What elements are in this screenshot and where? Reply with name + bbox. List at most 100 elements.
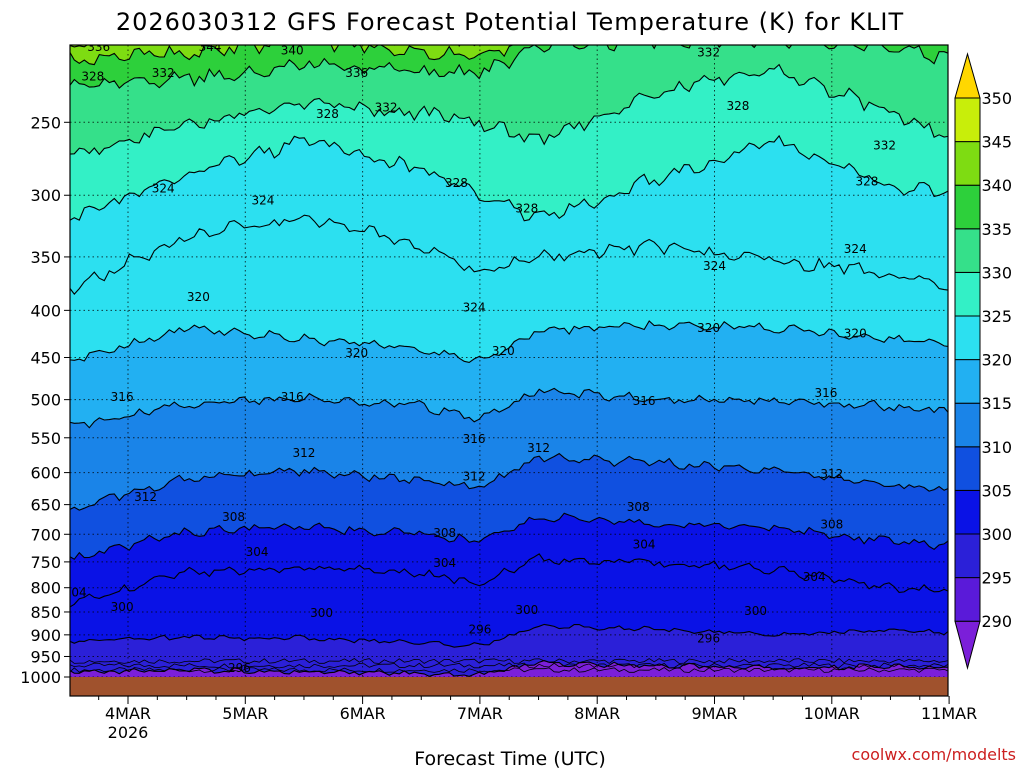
colorbar-segment (954, 141, 981, 186)
colorbar-label: 325 (981, 307, 1012, 326)
contour-label: 300 (111, 600, 134, 614)
contour-label: 304 (803, 570, 826, 584)
x-tick-label: 4MAR (105, 704, 151, 723)
contour-label: 328 (81, 70, 104, 84)
contour-label: 320 (345, 346, 368, 360)
contour-label: 324 (844, 242, 867, 256)
chart-title: 2026030312 GFS Forecast Potential Temper… (116, 8, 904, 36)
contour-label: 308 (627, 500, 650, 514)
contour-label: 328 (856, 175, 879, 189)
colorbar-segment (954, 52, 981, 99)
contour-label: 312 (527, 441, 550, 455)
y-tick-label: 550 (30, 429, 61, 448)
contour-label: 304 (633, 537, 656, 551)
contour-label: 316 (463, 432, 486, 446)
y-tick-label: 950 (30, 647, 61, 666)
contour-340 (70, 45, 855, 66)
contour-label: 300 (744, 604, 767, 618)
contour-label: 332 (697, 46, 720, 60)
contour-label: 324 (152, 182, 175, 196)
x-tick-label: 8MAR (574, 704, 620, 723)
contour-316 (70, 387, 948, 429)
contour-label: 336 (345, 66, 368, 80)
contour-label: 332 (152, 66, 175, 80)
contour-304 (70, 553, 948, 608)
contour-label: 332 (375, 101, 398, 115)
y-tick-label: 300 (30, 186, 61, 205)
contour-label: 336 (87, 40, 110, 54)
contour-label: 324 (463, 300, 486, 314)
contour-label: 324 (703, 259, 726, 273)
contour-308 (70, 512, 948, 560)
contour-label: 308 (222, 510, 245, 524)
contour-label: 320 (697, 321, 720, 335)
x-tick-label: 10MAR (804, 704, 860, 723)
colorbar-segment (954, 577, 981, 622)
colorbar-label: 305 (981, 481, 1012, 500)
contour-label: 304 (246, 545, 269, 559)
y-tick-label: 850 (30, 603, 61, 622)
contour-label: 316 (814, 386, 837, 400)
y-tick-label: 350 (30, 248, 61, 267)
x-tick-sublabel: 2026 (108, 723, 149, 742)
colorbar-segment (954, 620, 981, 670)
contour-label: 332 (873, 139, 896, 153)
contour-label: 300 (515, 603, 538, 617)
fill-band-332 (70, 45, 948, 155)
colorbar-segment (954, 97, 981, 143)
y-tick-label: 500 (30, 391, 61, 410)
x-tick-label: 6MAR (340, 704, 386, 723)
contour-label: 320 (844, 327, 867, 341)
y-tick-label: 650 (30, 496, 61, 515)
contour-label: 304 (64, 586, 87, 600)
colorbar-label: 340 (981, 176, 1012, 195)
contour-label: 340 (281, 44, 304, 58)
contour-label: 316 (281, 390, 304, 404)
contour-label: 308 (433, 526, 456, 540)
contour-label: 324 (251, 194, 274, 208)
credit-text: coolwx.com/modelts (852, 745, 1016, 764)
contour-lines (70, 45, 948, 677)
contour-332 (70, 63, 948, 156)
contour-label: 312 (820, 467, 843, 481)
colorbar-label: 300 (981, 525, 1012, 544)
y-tick-label: 700 (30, 525, 61, 544)
colorbar-label: 345 (981, 133, 1012, 152)
y-axis: 250 300 350 400 450 500 550 600 650 700 750 800 850 9… (20, 113, 70, 687)
contour-label: 312 (463, 470, 486, 484)
colorbar-label: 335 (981, 220, 1012, 239)
fill-band-336 (70, 45, 948, 89)
y-tick-label: 600 (30, 464, 61, 483)
contour-label: 296 (697, 631, 720, 645)
colorbar-segment (954, 359, 981, 404)
contour-312 (70, 452, 948, 511)
x-tick-label: 7MAR (457, 704, 503, 723)
contour-label: 328 (316, 107, 339, 121)
contour-label: 328 (727, 99, 750, 113)
colorbar-segment (954, 446, 981, 491)
colorbar-segment (954, 402, 981, 448)
colorbar-label: 315 (981, 394, 1012, 413)
colorbar-label: 330 (981, 263, 1012, 282)
contour-label: 304 (433, 556, 456, 570)
contour-label: 316 (111, 390, 134, 404)
fill-band-340 (70, 45, 948, 65)
contour-label: 320 (187, 290, 210, 304)
contour-300 (70, 623, 948, 648)
contour-328 (70, 134, 948, 222)
colorbar-label: 290 (981, 612, 1012, 631)
contour-label: 328 (515, 201, 538, 215)
contour-label: 300 (310, 606, 333, 620)
contour-label: 344 (199, 40, 222, 54)
colorbar-segment (954, 271, 981, 317)
y-tick-label: 250 (30, 113, 61, 132)
x-tick-label: 5MAR (222, 704, 268, 723)
plot-fill (70, 45, 948, 696)
y-tick-label: 750 (30, 553, 61, 572)
colorbar-label: 320 (981, 351, 1012, 370)
contour-label: 328 (445, 176, 468, 190)
x-tick-label: 11MAR (921, 704, 977, 723)
contour-292 (70, 662, 948, 669)
